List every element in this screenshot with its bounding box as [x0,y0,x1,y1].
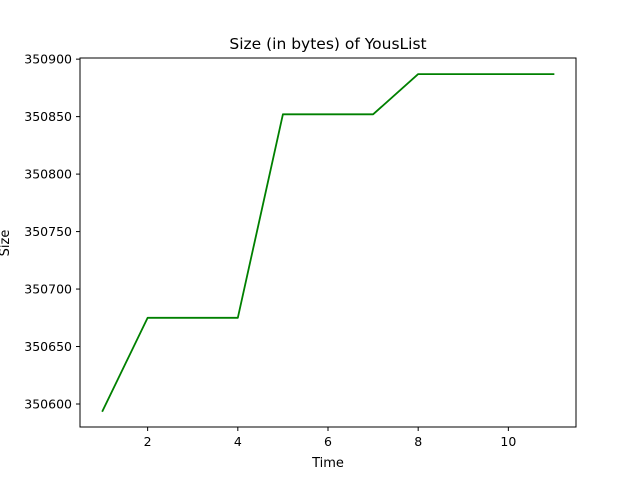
series-layer [101,73,555,413]
y-tick-label: 350700 [24,282,72,297]
plot-frame [79,57,577,428]
x-tick-label: 10 [500,434,516,449]
x-tick-label: 2 [144,434,152,449]
axis-ticks: 2 4 6 8 10 350600 350650 350700 350750 350800 3508… [24,52,516,449]
y-tick-label: 350800 [24,167,72,182]
y-tick-label: 350900 [24,52,72,67]
series-line [101,73,555,413]
x-tick-label: 8 [414,434,422,449]
y-tick-label: 350600 [24,397,72,412]
y-tick-label: 350750 [24,224,72,239]
y-tick-label: 350850 [24,109,72,124]
x-axis-label: Time [311,456,344,471]
x-tick-label: 4 [234,434,242,449]
y-tick-label: 350650 [24,339,72,354]
chart-title: Size (in bytes) of YousList [229,35,426,53]
y-axis-label: Size [0,230,13,257]
x-tick-label: 6 [324,434,332,449]
